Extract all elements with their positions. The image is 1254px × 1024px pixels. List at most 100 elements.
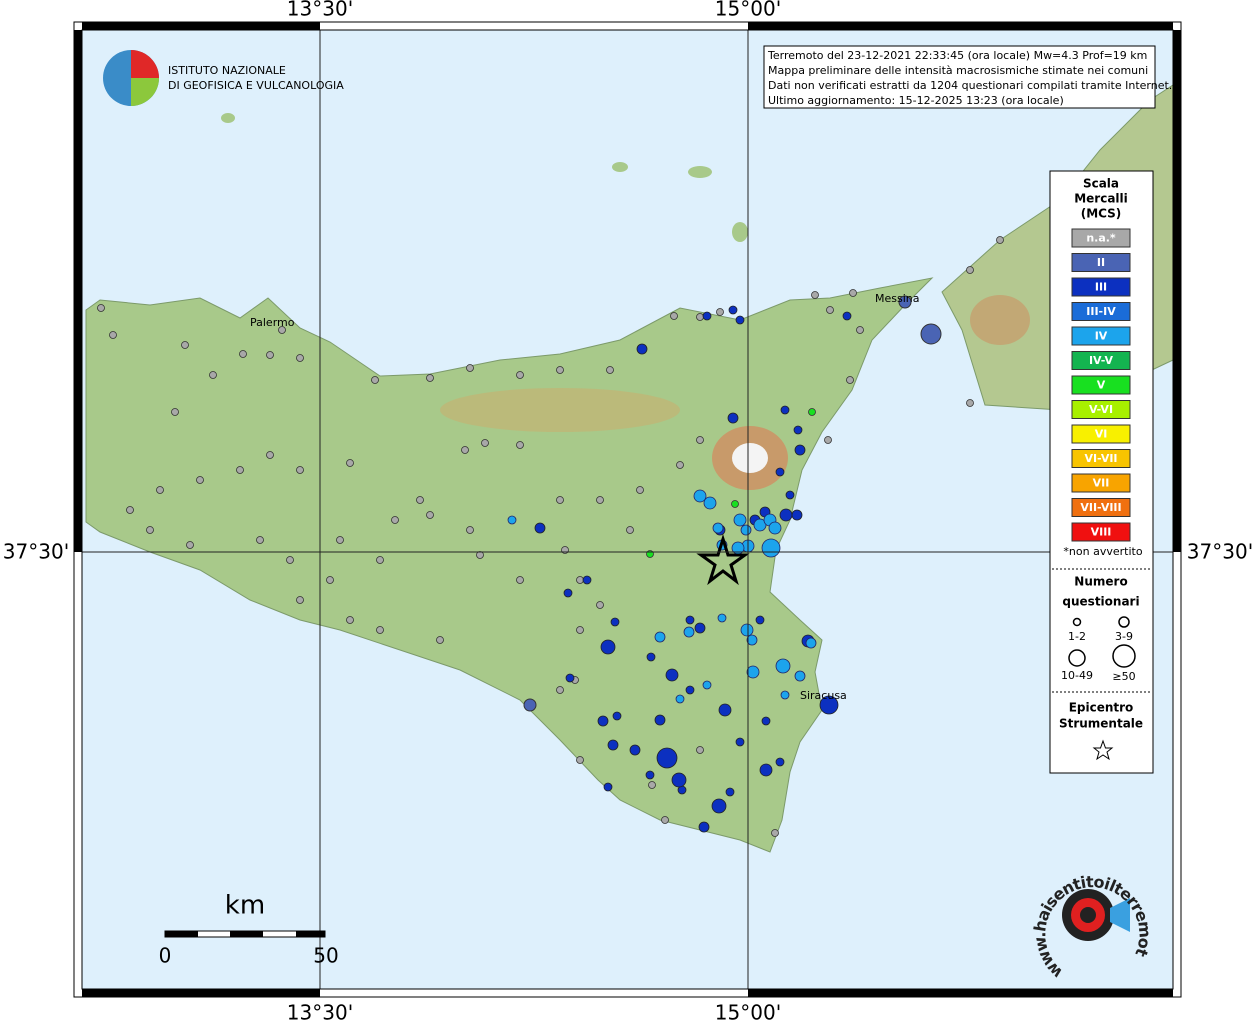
place-label: Siracusa <box>800 689 847 702</box>
ingv-logo <box>131 50 159 78</box>
lon-label: 13°30' <box>287 1001 353 1024</box>
size-symbol <box>1068 649 1086 667</box>
info-box <box>763 45 1156 109</box>
intensity-point <box>286 556 294 564</box>
legend-title: questionari <box>1062 595 1139 609</box>
intensity-point <box>556 496 564 504</box>
intensity-point <box>759 763 773 777</box>
intensity-point <box>186 541 194 549</box>
intensity-point <box>920 323 942 345</box>
intensity-point <box>156 486 164 494</box>
intensity-point <box>610 617 620 627</box>
intensity-point <box>516 371 524 379</box>
size-label: 3-9 <box>1115 630 1133 643</box>
legend-label: VII-VIII <box>1080 501 1121 514</box>
intensity-point <box>746 634 758 646</box>
intensity-point <box>683 626 695 638</box>
intensity-point <box>645 770 655 780</box>
legend-swatch <box>1071 400 1131 419</box>
frame-bar <box>748 22 1173 30</box>
frame-bar <box>74 30 82 552</box>
size-symbol <box>1112 644 1136 668</box>
info-line: Ultimo aggiornamento: 15-12-2025 13:23 (… <box>768 94 1064 107</box>
legend-label: VIII <box>1091 526 1112 539</box>
intensity-point <box>740 524 752 536</box>
intensity-point <box>600 639 616 655</box>
intensity-point <box>671 772 687 788</box>
intensity-point <box>596 601 604 609</box>
intensity-point <box>266 451 274 459</box>
intensity-point <box>735 315 745 325</box>
island <box>732 222 748 242</box>
legend-label: V-VI <box>1089 403 1113 416</box>
intensity-point <box>791 509 803 521</box>
frame-bar <box>748 989 1173 997</box>
intensity-point <box>296 354 304 362</box>
intensity-point <box>426 511 434 519</box>
scale-bar <box>230 931 263 937</box>
lon-label: 13°30' <box>287 0 353 21</box>
intensity-point <box>346 616 354 624</box>
legend-label: II <box>1097 256 1105 269</box>
intensity-point <box>696 436 704 444</box>
intensity-point <box>481 439 489 447</box>
intensity-point <box>612 711 622 721</box>
legend-note: *non avvertito <box>1063 545 1142 558</box>
intensity-point <box>336 536 344 544</box>
scale-bar <box>296 931 325 937</box>
intensity-point <box>696 746 704 754</box>
intensity-point <box>278 326 286 334</box>
place-label: Messina <box>875 292 920 305</box>
island <box>688 166 712 178</box>
intensity-point <box>236 466 244 474</box>
intensity-point <box>716 308 724 316</box>
legend-swatch <box>1071 424 1131 444</box>
intensity-point <box>196 476 204 484</box>
intensity-point <box>346 459 354 467</box>
legend-label: III <box>1095 281 1107 294</box>
place-label: Palermo <box>250 316 295 329</box>
size-symbol <box>1118 616 1130 628</box>
intensity-point <box>606 366 614 374</box>
intensity-point <box>675 694 685 704</box>
legend-swatch <box>1071 375 1131 395</box>
intensity-point <box>996 236 1004 244</box>
intensity-point <box>461 446 469 454</box>
intensity-point <box>181 341 189 349</box>
lon-label: 15°00' <box>715 1001 781 1024</box>
intensity-point <box>727 412 739 424</box>
intensity-point <box>819 695 839 715</box>
frame <box>73 21 1182 998</box>
intensity-point <box>696 313 704 321</box>
intensity-point <box>607 739 619 751</box>
legend-title: (MCS) <box>1081 207 1122 221</box>
intensity-point <box>665 668 679 682</box>
intensity-point <box>698 821 710 833</box>
etna-summit <box>732 443 768 473</box>
intensity-point <box>805 637 817 649</box>
intensity-point <box>811 291 819 299</box>
lon-label: 15°00' <box>715 0 781 21</box>
intensity-point <box>808 408 816 416</box>
intensity-point <box>768 521 782 535</box>
intensity-point <box>661 816 669 824</box>
intensity-point <box>582 575 592 585</box>
legend-title: Scala <box>1083 177 1119 191</box>
scale-bar <box>165 931 198 937</box>
intensity-point <box>296 466 304 474</box>
legend-swatch <box>1071 449 1131 468</box>
legend-swatch <box>1071 351 1131 370</box>
logo-text: DI GEOFISICA E VULCANOLOGIA <box>168 79 344 92</box>
legend-label: III-IV <box>1086 305 1116 318</box>
intensity-point <box>824 436 832 444</box>
intensity-point <box>516 441 524 449</box>
intensity-point <box>416 496 424 504</box>
scale-label: 0 <box>159 944 172 968</box>
intensity-point <box>466 364 474 372</box>
intensity-point <box>654 714 666 726</box>
legend-swatch <box>1071 498 1131 517</box>
intensity-point <box>755 615 765 625</box>
lat-label: 37°30' <box>3 540 69 564</box>
intensity-point <box>703 496 717 510</box>
intensity-point <box>576 756 584 764</box>
